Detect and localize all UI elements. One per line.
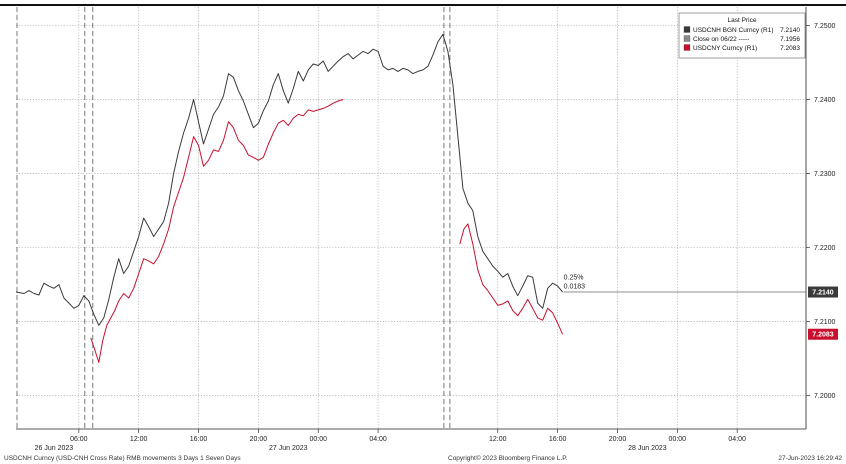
last-value-badge-bg	[808, 328, 838, 340]
last-value-badge: 7.2083	[808, 328, 838, 340]
x-tick-label: 00:00	[669, 436, 687, 443]
x-tick-label: 16:00	[549, 436, 567, 443]
legend-title: Last Price	[728, 17, 757, 24]
legend-swatch	[683, 26, 691, 33]
series-line	[15, 33, 563, 326]
y-tick-label: 7.2000	[814, 393, 836, 400]
legend-entry-value: 7.1956	[780, 36, 800, 43]
x-tick-label: 04:00	[369, 436, 387, 443]
legend-entry-label: USDCNH BGN Curncy (R1)	[693, 27, 774, 34]
legend-entry-label: USDCNY Curncy (R1)	[693, 45, 757, 52]
legend-box	[678, 12, 806, 59]
footer-copyright: Copyright© 2023 Bloomberg Finance L.P.	[448, 454, 568, 462]
y-tick-label: 7.2500	[814, 23, 836, 30]
footer-timestamp: 27-Jun-2023 16:29:42	[778, 455, 842, 462]
last-value-badge-bg	[808, 286, 838, 298]
x-tick-label: 00:00	[309, 436, 327, 443]
x-tick-label: 16:00	[190, 436, 208, 443]
last-value-badge-label: 7.2083	[812, 332, 834, 339]
legend-entry-value: 7.2140	[780, 27, 800, 34]
annotation-label: 0.25%	[564, 274, 584, 281]
series-line	[90, 99, 564, 363]
y-tick-label: 7.2400	[814, 97, 836, 104]
annotation-label: 0.0183	[564, 283, 586, 290]
x-date-label: 28 Jun 2023	[628, 445, 667, 452]
y-tick-label: 7.2300	[814, 171, 836, 178]
x-tick-label: 12:00	[130, 436, 148, 443]
legend-swatch	[683, 35, 691, 42]
last-value-badge-label: 7.2140	[812, 290, 834, 297]
x-date-label: 27 Jun 2023	[269, 445, 308, 452]
y-tick-label: 7.2200	[814, 245, 836, 252]
footer-description: USDCNH Curncy (USD-CNH Cross Rate) RMB m…	[4, 455, 241, 462]
x-tick-label: 06:00	[70, 436, 88, 443]
x-date-label: 26 Jun 2023	[35, 445, 74, 452]
x-tick-label: 12:00	[489, 436, 507, 443]
x-tick-label: 20:00	[609, 436, 627, 443]
legend-swatch	[683, 44, 691, 51]
legend-entry-value: 7.2083	[780, 45, 800, 52]
x-tick-label: 04:00	[728, 436, 746, 443]
x-tick-label: 20:00	[250, 436, 268, 443]
y-tick-label: 7.2100	[814, 319, 836, 326]
last-value-badge: 7.2140	[808, 286, 838, 298]
legend-entry-label: Close on 06/22 -----	[693, 36, 749, 43]
